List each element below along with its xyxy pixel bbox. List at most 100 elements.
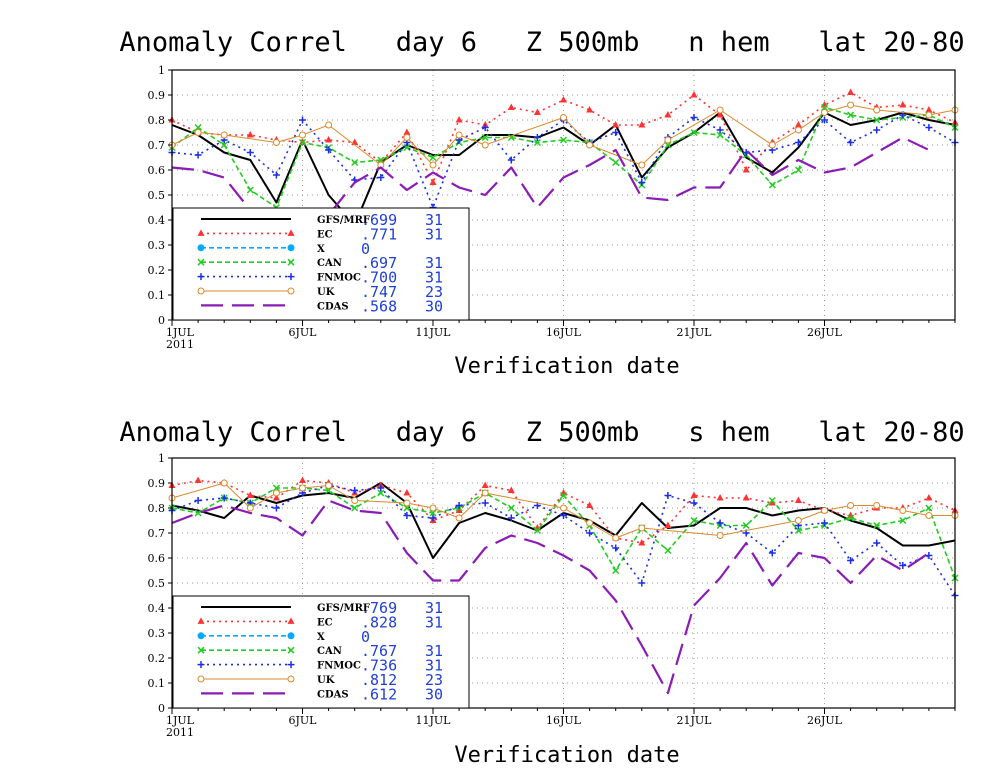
data-point: [325, 136, 333, 143]
data-point: [612, 129, 620, 136]
data-point-stroke: [287, 646, 295, 654]
legend-series-name: EC: [317, 229, 333, 240]
data-point: [794, 496, 802, 503]
legend-series-score: .767: [361, 642, 397, 660]
data-point: [533, 526, 541, 535]
data-point: [351, 497, 359, 504]
data-point: [638, 539, 646, 546]
y-tick-label: 0.8: [148, 502, 166, 515]
data-point: [847, 557, 855, 564]
data-point: [455, 506, 463, 513]
y-tick-label: 0: [158, 702, 165, 715]
data-point: [246, 149, 254, 156]
legend-entry: CAN .767 31: [197, 642, 443, 660]
data-point: [507, 103, 515, 110]
data-point-stroke: [197, 258, 205, 266]
data-point: [899, 516, 907, 525]
legend-series-score: .700: [361, 269, 397, 287]
data-point: [664, 141, 672, 149]
data-point: [742, 521, 750, 530]
data-point: [794, 517, 802, 524]
data-point-stroke: [351, 504, 359, 512]
x-tick-label: 6JUL: [289, 326, 318, 339]
legend-entry: EC .771 31: [197, 225, 443, 243]
data-point: [194, 476, 202, 483]
x-tick-label: 11JUL: [416, 326, 452, 339]
legend-series-score: .697: [361, 254, 397, 272]
legend-series-score: .828: [361, 613, 397, 631]
data-point-stroke: [481, 133, 489, 142]
data-point: [377, 489, 385, 497]
data-point: [612, 566, 620, 575]
data-point: [272, 494, 280, 501]
data-point: [299, 476, 306, 483]
data-point: [716, 106, 724, 114]
legend-series-count: 31: [425, 657, 443, 675]
data-point: [287, 229, 295, 236]
series-cdas: [171, 136, 930, 232]
data-point-stroke: [377, 489, 385, 497]
data-point: [821, 507, 828, 514]
data-point-stroke: [403, 143, 411, 152]
data-point-stroke: [559, 491, 568, 500]
data-point-stroke: [533, 138, 541, 147]
data-point: [507, 504, 515, 512]
chart-northern-hemisphere: Anomaly Correl day 6 Z 500mb n hem lat 2…: [119, 27, 964, 379]
data-point: [559, 491, 568, 500]
legend-series-count: 23: [425, 671, 443, 689]
data-point: [847, 514, 855, 522]
data-point: [194, 509, 202, 517]
legend-series-count: 31: [425, 642, 443, 660]
data-point: [690, 128, 698, 137]
data-point: [690, 114, 698, 121]
data-point: [246, 504, 254, 512]
data-point-stroke: [559, 136, 568, 144]
data-point: [847, 88, 855, 95]
data-point: [768, 549, 776, 557]
data-point-stroke: [873, 116, 881, 124]
data-point-stroke: [351, 158, 359, 167]
data-point: [299, 131, 306, 139]
legend-series-name: UK: [317, 675, 335, 686]
data-point-stroke: [194, 509, 202, 517]
data-point: [287, 258, 295, 266]
legend-series-count: 23: [425, 283, 443, 301]
y-tick-label: 0.7: [148, 139, 166, 152]
data-point-stroke: [272, 484, 280, 492]
y-tick-label: 0.6: [148, 552, 166, 565]
data-point: [197, 632, 205, 640]
data-point: [690, 499, 698, 507]
series-cdas: [171, 499, 930, 695]
legend-box: [172, 595, 470, 709]
data-point: [612, 121, 620, 128]
data-point: [403, 504, 411, 512]
data-point: [742, 166, 750, 173]
y-tick-label: 0.6: [148, 164, 166, 177]
data-point: [507, 514, 515, 522]
data-point: [873, 126, 881, 134]
data-point: [638, 579, 646, 587]
data-point: [429, 509, 437, 517]
y-tick-label: 0.1: [148, 289, 166, 302]
y-tick-label: 0.7: [148, 527, 166, 540]
data-point: [287, 632, 295, 640]
y-tick-label: 0.9: [148, 89, 166, 102]
x-tick-sublabel: 2011: [166, 338, 194, 351]
x-tick-label: 21JUL: [677, 714, 713, 727]
data-point: [716, 126, 724, 134]
data-point: [455, 514, 463, 522]
series-line: [171, 499, 930, 695]
y-tick-label: 0.1: [148, 677, 166, 690]
series-uk: [168, 101, 959, 169]
data-point: [194, 497, 202, 504]
data-point: [664, 492, 672, 499]
legend-series-name: UK: [317, 287, 335, 298]
data-point-stroke: [325, 486, 333, 495]
y-tick-label: 0.5: [148, 189, 166, 202]
data-point: [794, 126, 802, 134]
data-point: [325, 146, 333, 154]
